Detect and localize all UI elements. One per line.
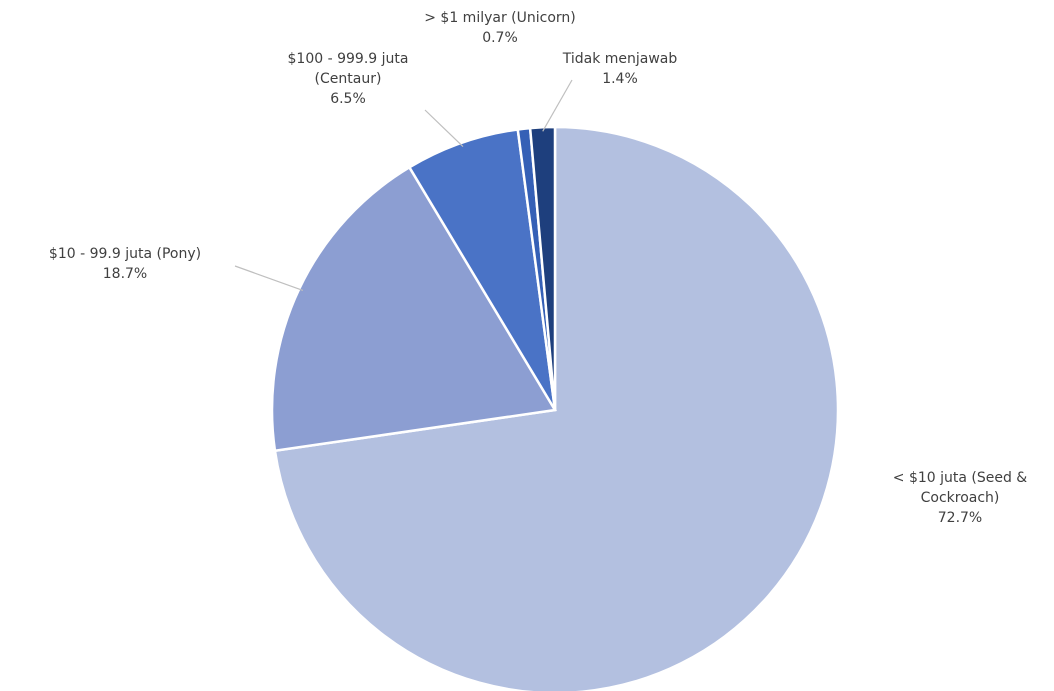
slice-value-label: 0.7% bbox=[482, 30, 518, 46]
leader-line-2 bbox=[234, 265, 304, 291]
slice-category-label: $10 - 99.9 juta (Pony) bbox=[49, 246, 201, 262]
leader-lines bbox=[234, 79, 573, 291]
slice-label-5: Tidak menjawab 1.4% bbox=[562, 51, 678, 87]
slice-label-4: > $1 milyar (Unicorn) 0.7% bbox=[424, 10, 576, 46]
slice-category-label: Cockroach) bbox=[921, 490, 1000, 506]
slice-label-2: $10 - 99.9 juta (Pony) 18.7% bbox=[49, 246, 201, 282]
slice-label-1: < $10 juta (Seed & Cockroach) 72.7% bbox=[893, 470, 1028, 526]
pie-slice-5 bbox=[528, 125, 557, 411]
leader-line-5 bbox=[542, 79, 573, 132]
slice-value-label: 6.5% bbox=[330, 91, 366, 107]
pie-slice-3 bbox=[407, 128, 557, 411]
leader-line-3 bbox=[424, 109, 464, 148]
slice-category-label: Tidak menjawab bbox=[562, 51, 678, 67]
slice-category-label: < $10 juta (Seed & bbox=[893, 470, 1028, 486]
slice-value-label: 72.7% bbox=[938, 510, 982, 526]
slice-category-label: > $1 milyar (Unicorn) bbox=[424, 10, 576, 26]
slice-value-label: 1.4% bbox=[602, 71, 638, 87]
pie-slice-1 bbox=[273, 125, 840, 691]
slice-value-label: 18.7% bbox=[103, 266, 147, 282]
slice-labels: < $10 juta (Seed & Cockroach) 72.7% $10 - 9… bbox=[49, 10, 1027, 526]
slice-category-label: (Centaur) bbox=[315, 71, 382, 87]
pie-slices bbox=[270, 125, 840, 691]
slice-category-label: $100 - 999.9 juta bbox=[288, 51, 409, 67]
slice-label-3: $100 - 999.9 juta (Centaur) 6.5% bbox=[288, 51, 409, 107]
